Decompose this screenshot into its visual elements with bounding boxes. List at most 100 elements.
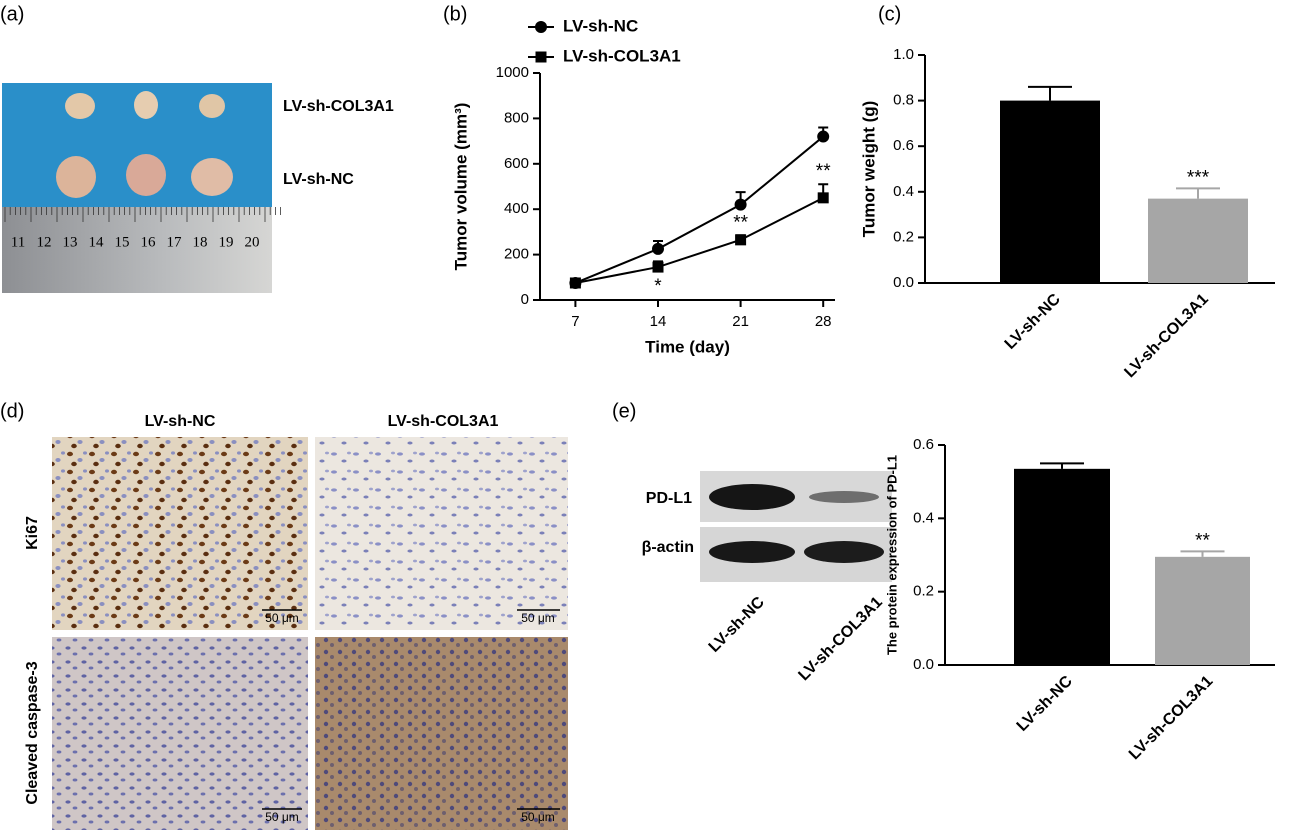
row-label: LV-sh-NC <box>283 171 354 188</box>
tumor <box>56 156 96 198</box>
row-label: Ki67 <box>24 516 41 550</box>
column-label: LV-sh-COL3A1 <box>388 413 499 430</box>
y-tick-label: 0.6 <box>893 137 914 154</box>
y-tick-label: 0 <box>521 291 529 308</box>
bar <box>1014 468 1110 665</box>
y-tick-label: 0.2 <box>913 583 934 600</box>
significance: ** <box>1195 530 1210 551</box>
series-line <box>575 135 824 284</box>
ruler <box>2 207 272 293</box>
scale-bars <box>262 609 560 810</box>
ruler-label: 11 <box>11 234 25 250</box>
x-tick-label: 28 <box>815 313 832 330</box>
band <box>709 484 795 510</box>
ruler-label: 13 <box>63 234 78 250</box>
panel-label: (e) <box>612 400 636 422</box>
band <box>709 541 795 563</box>
scale-label: 50 μm <box>265 611 299 625</box>
error-bar <box>1176 187 1220 199</box>
significance: ** <box>816 161 831 182</box>
marker <box>652 261 664 273</box>
panel-label: (b) <box>443 3 467 25</box>
tumor <box>199 94 225 118</box>
legend-marker <box>535 21 547 33</box>
legend-label: LV-sh-COL3A1 <box>563 46 681 65</box>
x-tick-label: LV-sh-COL3A1 <box>1121 291 1211 381</box>
significance: ** <box>733 212 748 233</box>
tumor <box>126 154 166 196</box>
scale-label: 50 μm <box>521 611 555 625</box>
ruler-label: 19 <box>219 234 234 250</box>
ihc-image <box>52 437 308 630</box>
y-tick-label: 400 <box>504 200 529 217</box>
y-tick-label: 200 <box>504 246 529 263</box>
tumor <box>65 93 95 119</box>
ruler-label: 17 <box>167 234 183 250</box>
legend-label: LV-sh-NC <box>563 16 638 35</box>
y-tick-label: 1.0 <box>893 46 914 63</box>
y-tick-label: 0.4 <box>893 183 914 200</box>
ihc-image <box>315 637 568 830</box>
error-bar <box>1040 462 1084 469</box>
row-label: LV-sh-COL3A1 <box>283 98 394 115</box>
tumor <box>191 158 233 196</box>
y-axis-title: Tumor volume (mm³) <box>451 103 470 271</box>
x-tick-label: 21 <box>732 313 749 330</box>
error-bar <box>1180 550 1225 557</box>
marker <box>652 242 664 255</box>
y-tick-label: 0.4 <box>913 509 934 526</box>
y-tick-label: 0.0 <box>913 656 934 673</box>
significance: *** <box>1187 167 1210 188</box>
x-axis-title: Time (day) <box>645 337 730 356</box>
ruler-label: 18 <box>193 234 208 250</box>
x-tick-label: 14 <box>650 313 667 330</box>
ihc-image <box>315 437 568 630</box>
y-tick-label: 0.6 <box>913 436 934 453</box>
y-tick-label: 600 <box>504 155 529 172</box>
bar <box>1000 100 1100 283</box>
y-tick-label: 0.0 <box>893 274 914 291</box>
tumor <box>134 91 158 119</box>
bar <box>1148 198 1248 283</box>
bar <box>1155 556 1250 665</box>
ruler-label: 12 <box>37 234 52 250</box>
band <box>804 541 884 563</box>
ruler-label: 14 <box>89 234 105 250</box>
row-label: Cleaved caspase-3 <box>24 661 41 804</box>
y-tick-label: 0.8 <box>893 92 914 109</box>
column-label: LV-sh-NC <box>145 413 216 430</box>
significance: * <box>654 276 662 297</box>
marker <box>734 198 747 211</box>
x-tick-label: LV-sh-NC <box>1002 290 1064 352</box>
band-label: PD-L1 <box>646 490 692 507</box>
scale-label: 50 μm <box>265 810 299 824</box>
scale-label: 50 μm <box>521 810 555 824</box>
x-tick-label: LV-sh-COL3A1 <box>1126 673 1216 763</box>
ruler-labels: 11 12 13 14 15 16 17 18 19 20 <box>11 234 260 250</box>
marker <box>735 234 747 246</box>
x-tick-label: 7 <box>571 313 579 330</box>
y-axis-title: Tumor weight (g) <box>859 101 878 238</box>
panel-label: (c) <box>878 3 901 25</box>
ihc-image <box>52 637 308 830</box>
marker <box>569 277 581 289</box>
y-tick-label: 1000 <box>496 64 529 81</box>
lane-label: LV-sh-COL3A1 <box>795 594 885 684</box>
panel-label: (a) <box>0 3 24 25</box>
error-bar <box>1028 85 1072 101</box>
y-axis-title: The protein expression of PD-L1 <box>884 455 899 655</box>
ruler-label: 15 <box>115 234 130 250</box>
series-line <box>575 196 824 284</box>
band <box>809 491 879 503</box>
x-tick-label: LV-sh-NC <box>1014 672 1076 734</box>
ruler-label: 16 <box>141 234 157 250</box>
ruler-label: 20 <box>245 234 260 250</box>
marker <box>817 130 830 143</box>
panel-label: (d) <box>0 400 24 422</box>
y-tick-label: 0.2 <box>893 228 914 245</box>
band-label: β-actin <box>642 539 694 556</box>
marker <box>817 192 829 204</box>
legend-marker <box>535 51 547 63</box>
lane-label: LV-sh-NC <box>706 593 768 655</box>
